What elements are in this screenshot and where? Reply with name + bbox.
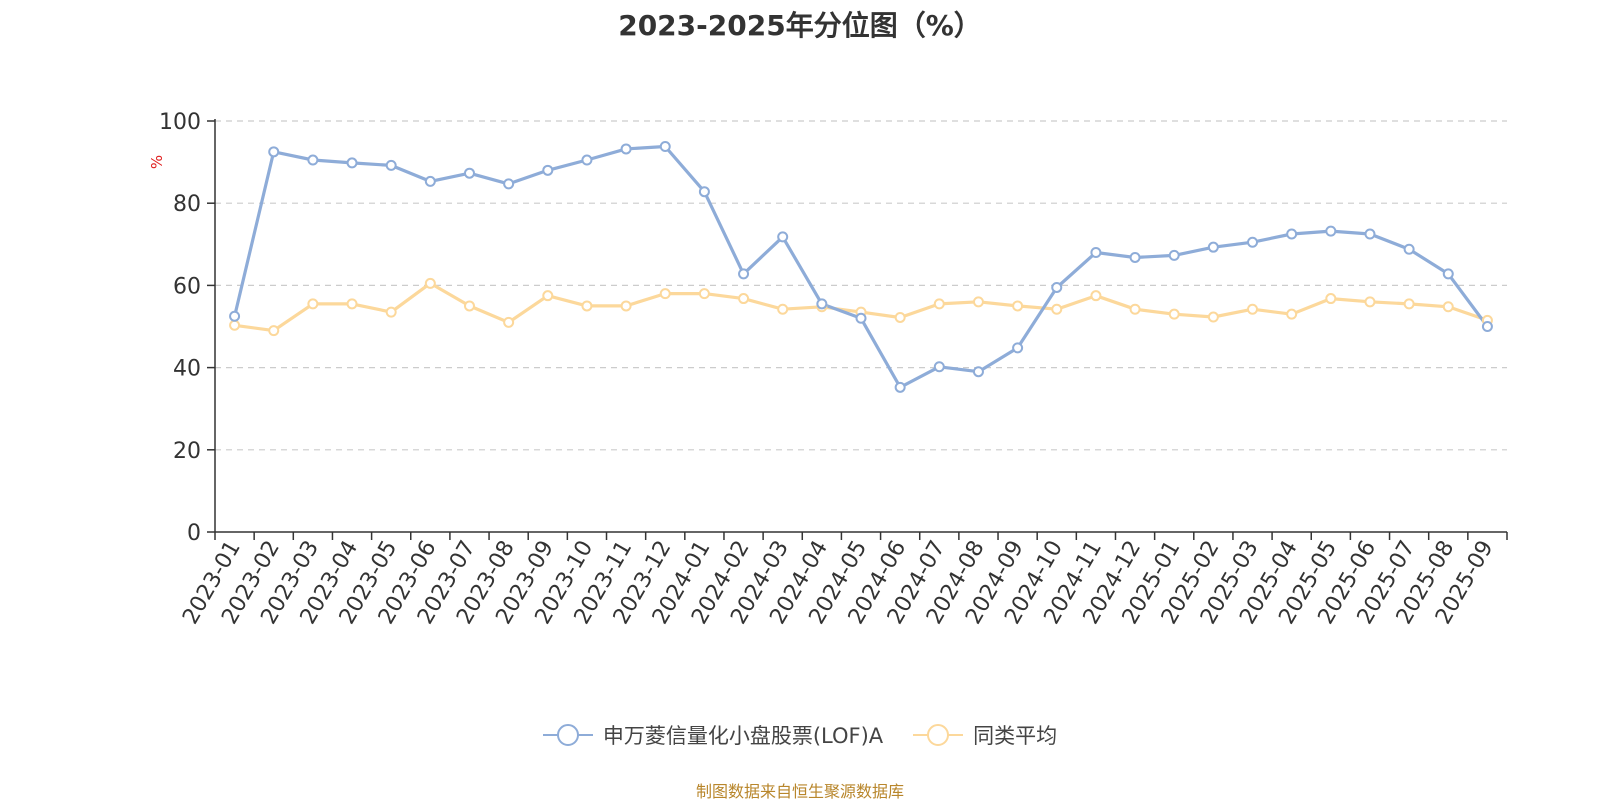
data-point-0 [659, 140, 671, 152]
data-point-0 [1403, 243, 1415, 255]
data-point-0 [1051, 281, 1063, 293]
data-point-1 [620, 300, 632, 312]
data-point-0 [268, 146, 280, 158]
data-point-1 [1090, 290, 1102, 302]
data-point-1 [1051, 303, 1063, 315]
data-point-0 [1207, 241, 1219, 253]
data-point-1 [385, 306, 397, 318]
data-point-1 [1442, 301, 1454, 313]
data-point-1 [698, 288, 710, 300]
data-point-1 [1207, 311, 1219, 323]
data-point-1 [268, 325, 280, 337]
axes: 020406080100%2023-012023-022023-032023-0… [148, 110, 1508, 629]
data-point-1 [581, 300, 593, 312]
data-point-0 [503, 178, 515, 190]
data-point-1 [542, 290, 554, 302]
series-line-0 [233, 144, 1489, 389]
legend-item-peer-average[interactable]: 同类平均 [913, 720, 1057, 750]
data-point-0 [1247, 236, 1259, 248]
y-axis-unit-label: % [148, 155, 166, 169]
data-point-1 [738, 293, 750, 305]
data-point-0 [229, 310, 241, 322]
data-point-0 [1090, 247, 1102, 259]
data-point-0 [385, 159, 397, 171]
series-lines [233, 144, 1489, 389]
data-point-1 [229, 319, 241, 331]
data-point-0 [1168, 249, 1180, 261]
legend-item-fund[interactable]: 申万菱信量化小盘股票(LOF)A [542, 720, 884, 750]
data-point-0 [894, 381, 906, 393]
data-point-0 [816, 298, 828, 310]
data-point-1 [346, 298, 358, 310]
y-tick-label: 20 [173, 439, 201, 464]
data-point-1 [933, 298, 945, 310]
data-point-0 [1325, 225, 1337, 237]
data-point-1 [1403, 298, 1415, 310]
data-point-1 [503, 316, 515, 328]
data-point-0 [620, 143, 632, 155]
data-point-0 [738, 268, 750, 280]
data-point-1 [1129, 303, 1141, 315]
grid-lines [215, 120, 1507, 451]
series-points [229, 140, 1493, 393]
legend-marker-icon [542, 724, 593, 746]
legend: 申万菱信量化小盘股票(LOF)A 同类平均 [0, 720, 1600, 750]
data-point-0 [777, 231, 789, 243]
data-point-1 [972, 296, 984, 308]
y-tick-label: 100 [159, 110, 201, 135]
data-point-1 [777, 303, 789, 315]
data-point-1 [1364, 296, 1376, 308]
data-point-0 [346, 157, 358, 169]
data-point-1 [1012, 300, 1024, 312]
data-point-0 [972, 366, 984, 378]
data-point-1 [1286, 308, 1298, 320]
data-point-0 [1364, 228, 1376, 240]
data-point-0 [698, 186, 710, 198]
y-tick-label: 0 [187, 521, 201, 546]
chart-title: 2023-2025年分位图（%） [618, 9, 982, 42]
data-point-0 [542, 164, 554, 176]
y-tick-label: 60 [173, 274, 201, 299]
data-point-0 [1481, 321, 1493, 332]
data-point-1 [424, 277, 436, 289]
data-point-1 [307, 298, 319, 310]
legend-marker-icon [913, 724, 964, 746]
data-point-0 [1129, 251, 1141, 263]
data-point-1 [1325, 293, 1337, 305]
data-point-1 [659, 288, 671, 300]
data-point-0 [581, 154, 593, 166]
data-point-0 [1012, 342, 1024, 354]
data-point-1 [1168, 308, 1180, 320]
data-point-0 [933, 361, 945, 373]
data-point-1 [1247, 303, 1259, 315]
data-point-0 [855, 312, 867, 324]
source-note: 制图数据来自恒生聚源数据库 [695, 782, 904, 801]
data-point-1 [463, 300, 475, 312]
y-tick-label: 40 [173, 357, 201, 382]
data-point-0 [307, 154, 319, 166]
data-point-0 [424, 175, 436, 187]
legend-label-peer-average: 同类平均 [973, 724, 1058, 748]
y-tick-label: 80 [173, 192, 201, 217]
data-point-1 [894, 311, 906, 323]
data-point-0 [1442, 268, 1454, 280]
data-point-0 [463, 167, 475, 179]
legend-label-fund: 申万菱信量化小盘股票(LOF)A [602, 724, 884, 748]
data-point-0 [1286, 228, 1298, 240]
